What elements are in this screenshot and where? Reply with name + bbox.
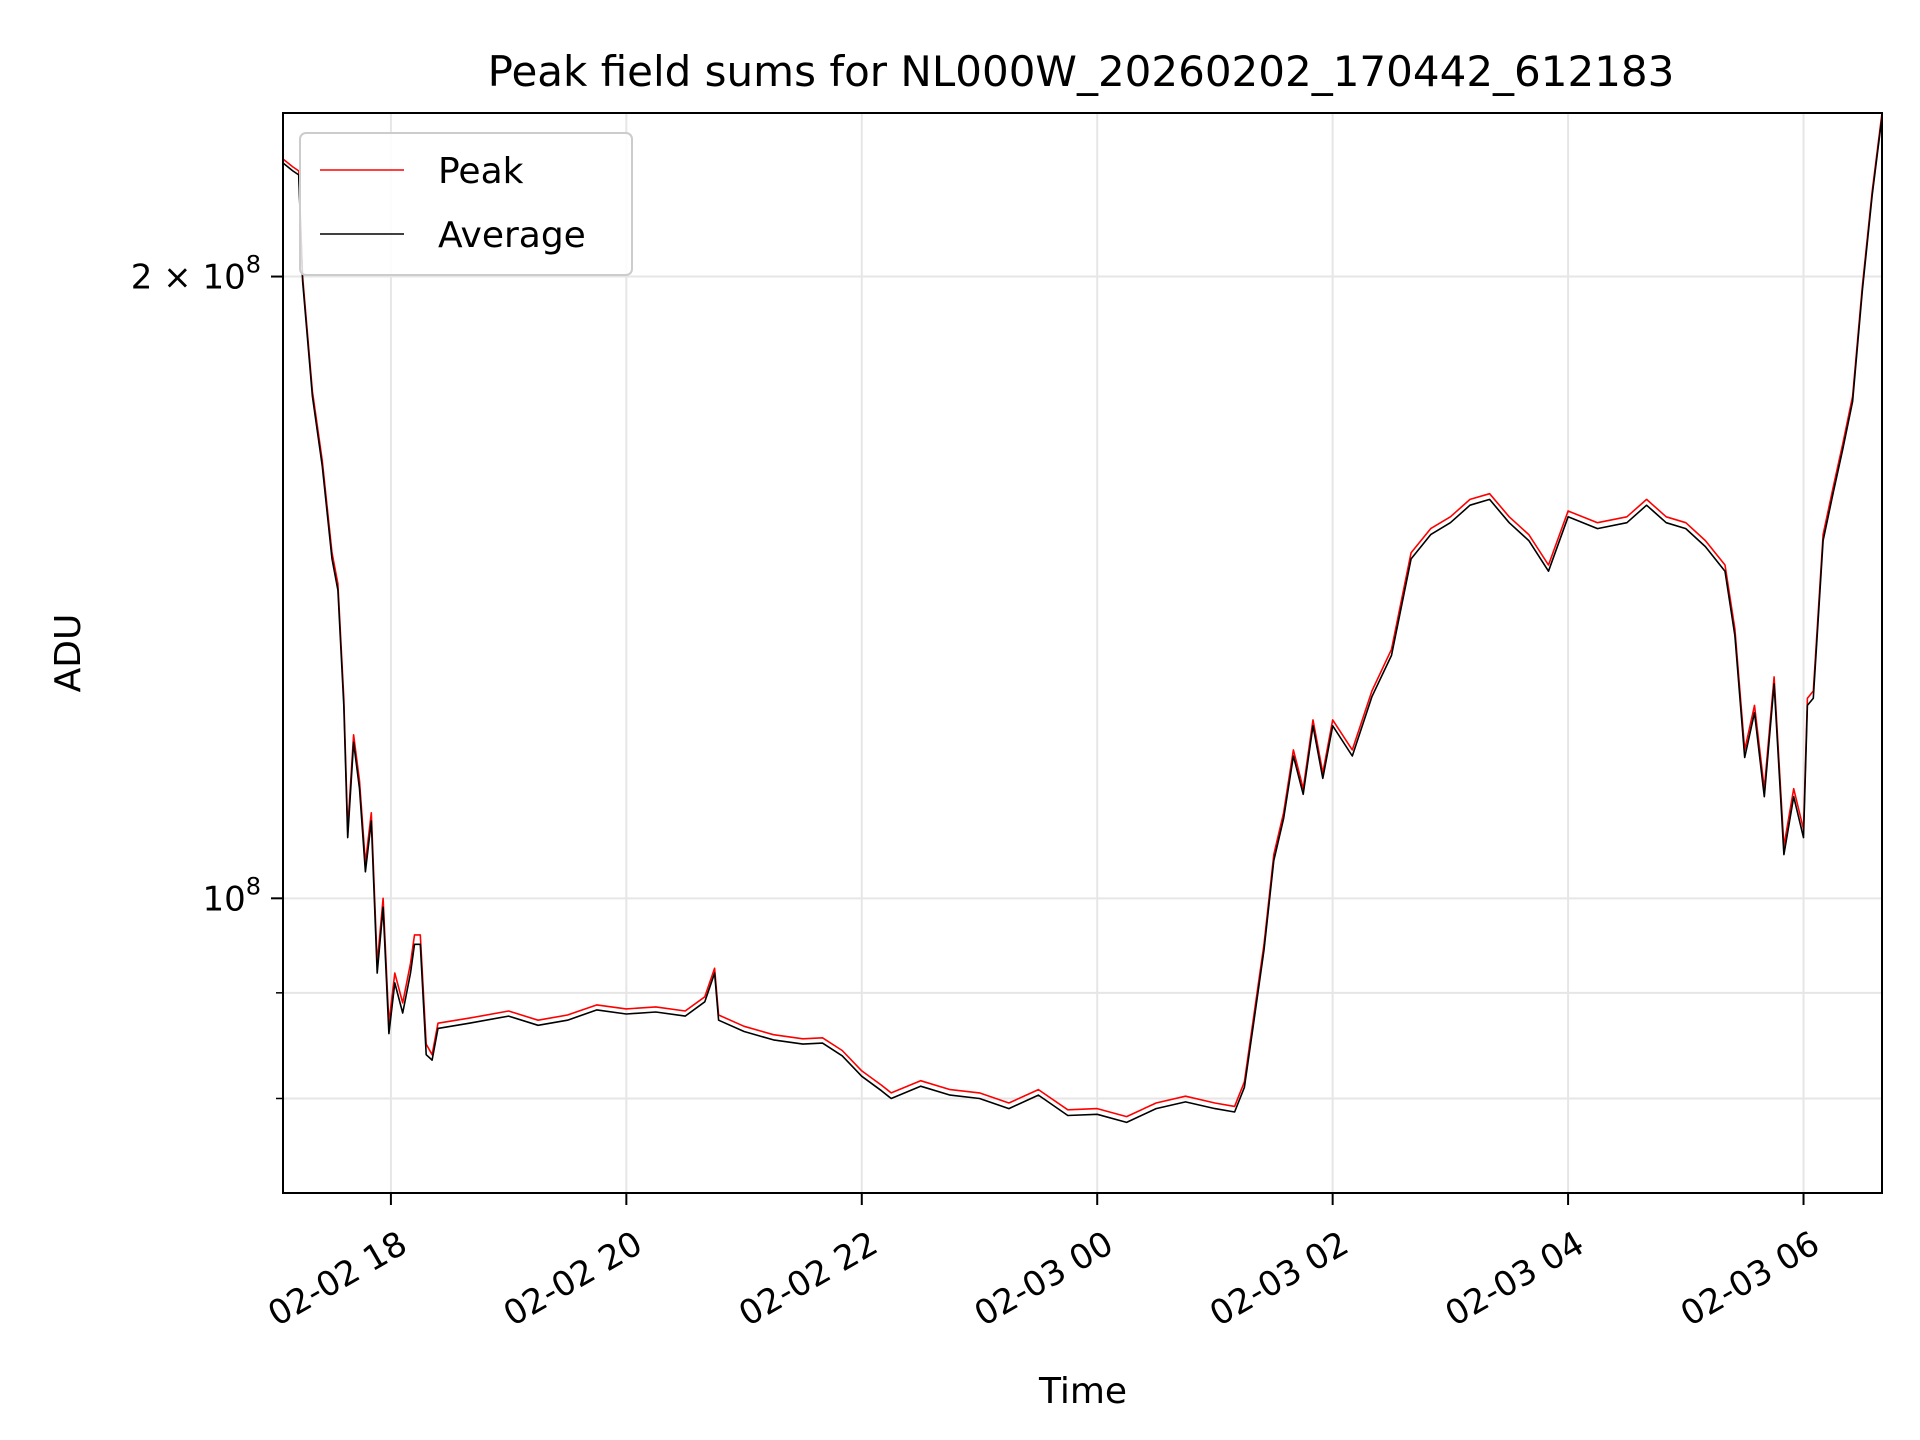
series-lines [283,113,1882,1124]
series-line-peak [283,113,1882,1118]
legend: Peak Average [299,132,633,276]
legend-label-average: Average [438,215,586,256]
legend-box [299,132,633,276]
plot-frame [282,112,1883,1194]
y-axis: 108 2 × 108 [131,251,283,1100]
grid-lines [283,113,1882,1193]
x-axis-label: Time [1038,1371,1127,1412]
y-tick-label: 108 [202,872,261,919]
chart-title: Peak field sums for NL000W_20260202_1704… [488,47,1675,96]
series-line-average [283,116,1882,1124]
y-tick-label: 2 × 108 [131,251,261,298]
legend-label-peak: Peak [438,151,524,192]
y-axis-label: ADU [48,614,89,693]
